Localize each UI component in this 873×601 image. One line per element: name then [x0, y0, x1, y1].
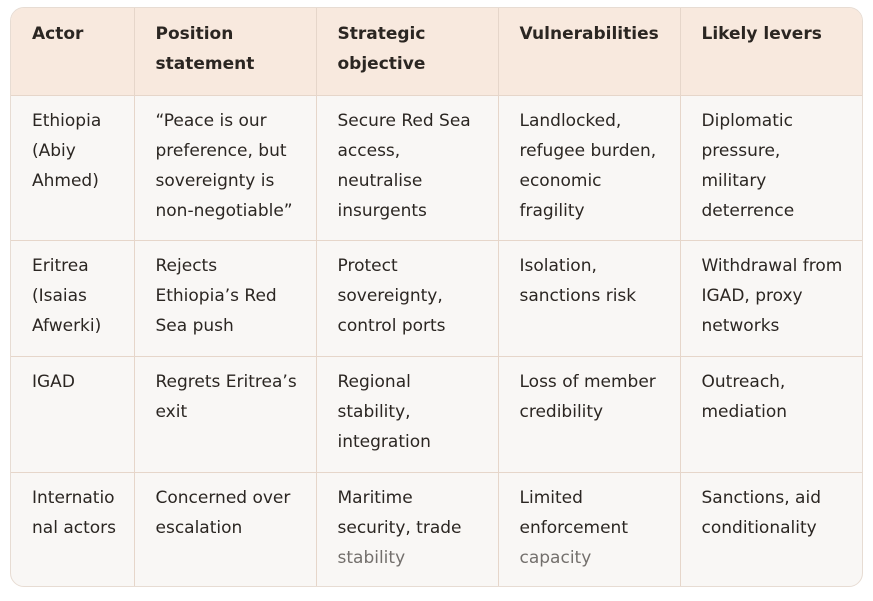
cell-text: Regional stability, integration	[337, 371, 431, 452]
cell-text: International actors	[32, 487, 116, 538]
cell-likely-levers: Withdrawal from IGAD, proxy networks	[680, 240, 862, 357]
header-vulnerabilities: Vulnerabilities	[498, 8, 681, 96]
table-header-row: Actor Position statement Strategic objec…	[11, 8, 862, 96]
cell-text: Withdrawal from IGAD, proxy networks	[701, 255, 843, 336]
cell-text: Regrets Eritrea’s exit	[155, 371, 297, 422]
header-strategic-objective: Strategic objective	[316, 8, 499, 96]
cell-text: Landlocked, refugee burden, economic fra…	[519, 110, 657, 221]
cell-likely-levers: Sanctions, aid conditionality	[680, 472, 862, 586]
table-row-eritrea: Eritrea (Isaias Afwerki) Rejects Ethiopi…	[11, 240, 862, 357]
cell-strategic-objective: Protect sovereignty, control ports	[316, 240, 499, 357]
cell-text: Loss of member credibility	[519, 371, 656, 422]
cell-position-statement: Concerned over escalation	[134, 472, 317, 586]
cell-vulnerabilities: Loss of member credibility	[498, 356, 681, 473]
cell-actor: International actors	[11, 472, 135, 586]
cell-vulnerabilities: Limited enforcement capacity	[498, 472, 681, 586]
cell-text: Limited enforcement capacity	[519, 487, 629, 568]
header-likely-levers: Likely levers	[680, 8, 862, 96]
cell-text: Sanctions, aid conditionality	[701, 487, 822, 538]
cell-text: Ethiopia (Abiy Ahmed)	[32, 110, 102, 191]
cell-actor: Eritrea (Isaias Afwerki)	[11, 240, 135, 357]
cell-strategic-objective: Maritime security, trade stability	[316, 472, 499, 586]
cell-position-statement: Rejects Ethiopia’s Red Sea push	[134, 240, 317, 357]
cell-text: Protect sovereignty, control ports	[337, 255, 446, 336]
cell-likely-levers: Diplomatic pressure, military deterrence	[680, 95, 862, 241]
cell-vulnerabilities: Isolation, sanctions risk	[498, 240, 681, 357]
cell-likely-levers: Outreach, mediation	[680, 356, 862, 473]
cell-vulnerabilities: Landlocked, refugee burden, economic fra…	[498, 95, 681, 241]
cell-text: Maritime security, trade stability	[337, 487, 462, 568]
table-row-igad: IGAD Regrets Eritrea’s exit Regional sta…	[11, 356, 862, 473]
cell-text: IGAD	[32, 371, 75, 392]
cell-text: Eritrea (Isaias Afwerki)	[32, 255, 102, 336]
cell-text: Rejects Ethiopia’s Red Sea push	[155, 255, 277, 336]
cell-actor: IGAD	[11, 356, 135, 473]
actor-analysis-table: Actor Position statement Strategic objec…	[11, 8, 862, 586]
cell-text: Concerned over escalation	[155, 487, 291, 538]
header-actor: Actor	[11, 8, 135, 96]
cell-strategic-objective: Regional stability, integration	[316, 356, 499, 473]
cell-actor: Ethiopia (Abiy Ahmed)	[11, 95, 135, 241]
header-position-statement: Position statement	[134, 8, 317, 96]
table-row-ethiopia: Ethiopia (Abiy Ahmed) “Peace is our pref…	[11, 95, 862, 241]
actor-analysis-table-container: Actor Position statement Strategic objec…	[10, 7, 863, 587]
cell-text: Diplomatic pressure, military deterrence	[701, 110, 795, 221]
cell-text: Outreach, mediation	[701, 371, 788, 422]
cell-text: Secure Red Sea access, neutralise insurg…	[337, 110, 471, 221]
cell-position-statement: “Peace is our preference, but sovereignt…	[134, 95, 317, 241]
table-row-international-actors: International actors Concerned over esca…	[11, 472, 862, 586]
cell-text: Isolation, sanctions risk	[519, 255, 637, 306]
cell-position-statement: Regrets Eritrea’s exit	[134, 356, 317, 473]
cell-strategic-objective: Secure Red Sea access, neutralise insurg…	[316, 95, 499, 241]
cell-text: “Peace is our preference, but sovereignt…	[155, 110, 293, 221]
